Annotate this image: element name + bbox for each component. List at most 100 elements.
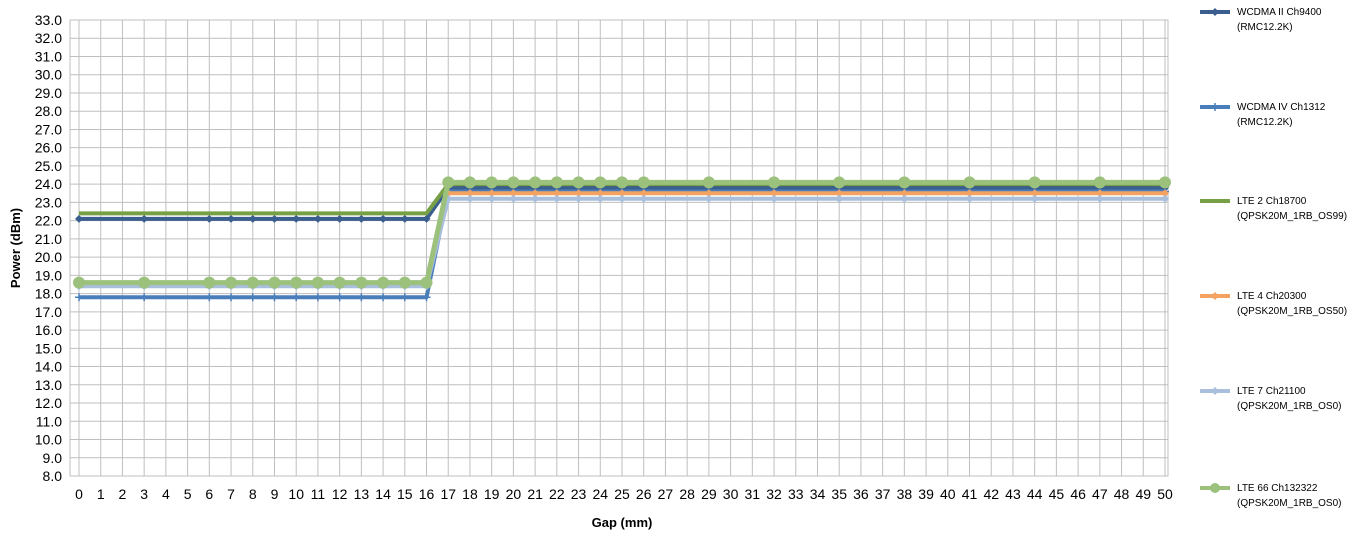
x-tick-label: 10 [288, 486, 304, 502]
data-point [531, 194, 540, 203]
data-point [420, 276, 433, 289]
x-tick-label: 47 [1092, 486, 1108, 502]
x-tick-label: 1 [97, 486, 105, 502]
data-point [138, 276, 151, 289]
y-axis-title: Power (dBm) [8, 208, 23, 288]
data-point [335, 214, 344, 223]
x-tick-label: 19 [484, 486, 500, 502]
y-tick-label: 24.0 [35, 176, 62, 192]
data-point [205, 214, 214, 223]
y-tick-label: 14.0 [35, 359, 62, 375]
data-point [1159, 176, 1171, 189]
x-tick-label: 14 [375, 486, 391, 502]
x-tick-label: 8 [249, 486, 257, 502]
data-point [616, 176, 628, 189]
legend-item-1: WCDMA IV Ch1312 (RMC12.2K) [1200, 102, 1326, 128]
data-point [487, 189, 496, 198]
data-point [379, 293, 388, 302]
data-point [73, 276, 85, 289]
legend-item-4: LTE 7 Ch21100 (QPSK20M_1RB_OS0) [1200, 386, 1342, 412]
data-point [311, 276, 324, 289]
x-tick-label: 16 [419, 486, 435, 502]
legend: WCDMA II Ch9400(RMC12.2K)WCDMA IV Ch1312… [1200, 7, 1347, 509]
x-tick-label: 0 [75, 486, 83, 502]
data-point [596, 194, 605, 203]
x-tick-label: 11 [311, 486, 326, 502]
legend-sublabel: (QPSK20M_1RB_OS99) [1237, 211, 1347, 222]
y-tick-label: 29.0 [35, 85, 62, 101]
data-point [335, 293, 344, 302]
x-tick-label: 42 [983, 486, 999, 502]
x-tick-label: 2 [119, 486, 127, 502]
y-tick-label: 13.0 [35, 377, 62, 393]
data-point [75, 293, 83, 302]
x-tick-label: 27 [658, 486, 674, 502]
data-point [594, 176, 607, 189]
data-point [422, 214, 431, 223]
data-point [529, 176, 542, 189]
data-point [379, 214, 388, 223]
y-tick-label: 26.0 [35, 140, 62, 156]
x-tick-label: 29 [701, 486, 717, 502]
data-point [400, 293, 409, 302]
legend-label: LTE 7 Ch21100 [1237, 386, 1306, 397]
y-tick-label: 11.0 [36, 413, 62, 429]
data-point [290, 276, 303, 289]
data-point [225, 276, 238, 289]
y-tick-label: 30.0 [35, 67, 62, 83]
x-tick-label: 38 [897, 486, 913, 502]
data-point [398, 276, 411, 289]
data-point [704, 189, 713, 198]
legend-marker [1211, 103, 1219, 111]
y-tick-label: 15.0 [35, 340, 62, 356]
data-point [1095, 189, 1104, 198]
data-point [574, 189, 583, 198]
x-tick-label: 25 [614, 486, 630, 502]
legend-item-5: LTE 66 Ch132322 (QPSK20M_1RB_OS0) [1200, 483, 1342, 509]
legend-sublabel: (QPSK20M_1RB_OS0) [1237, 401, 1342, 412]
data-point [596, 189, 605, 198]
data-point [357, 214, 366, 223]
x-tick-label: 44 [1027, 486, 1043, 502]
x-tick-label: 18 [462, 486, 478, 502]
legend-marker [1210, 483, 1220, 493]
grid [69, 19, 1169, 477]
data-point [227, 214, 236, 223]
data-point [639, 194, 648, 203]
x-tick-label: 39 [918, 486, 934, 502]
legend-marker [1211, 387, 1219, 395]
y-tick-label: 10.0 [35, 432, 62, 448]
y-tick-label: 31.0 [35, 48, 62, 64]
series-5 [73, 176, 1171, 289]
x-tick-label: 26 [636, 486, 652, 502]
x-tick-label: 36 [853, 486, 869, 502]
data-point [463, 176, 476, 189]
plot-border [69, 19, 1169, 477]
legend-sublabel: (QPSK20M_1RB_OS0) [1237, 498, 1342, 509]
data-point [833, 176, 846, 189]
y-tick-label: 16.0 [35, 322, 62, 338]
data-point [357, 293, 366, 302]
data-point [442, 176, 455, 189]
y-axis-ticks: 8.0 9.0 10.0 11.0 12.0 13.0 14.0 15.0 16.0 17.0 18… [35, 12, 62, 484]
data-point [770, 189, 779, 198]
x-tick-label: 31 [745, 486, 761, 502]
data-point [75, 214, 83, 223]
data-point [965, 189, 974, 198]
x-tick-label: 30 [723, 486, 739, 502]
y-tick-label: 32.0 [35, 30, 62, 46]
x-tick-label: 35 [831, 486, 847, 502]
data-point [377, 276, 390, 289]
data-point [270, 293, 279, 302]
x-tick-label: 40 [940, 486, 956, 502]
data-point [770, 194, 779, 203]
data-point [203, 276, 216, 289]
data-point [572, 176, 585, 189]
legend-marker [1211, 292, 1219, 300]
x-tick-label: 5 [184, 486, 192, 502]
data-point [639, 189, 648, 198]
data-point [248, 293, 257, 302]
data-point [268, 276, 281, 289]
data-point [205, 293, 214, 302]
